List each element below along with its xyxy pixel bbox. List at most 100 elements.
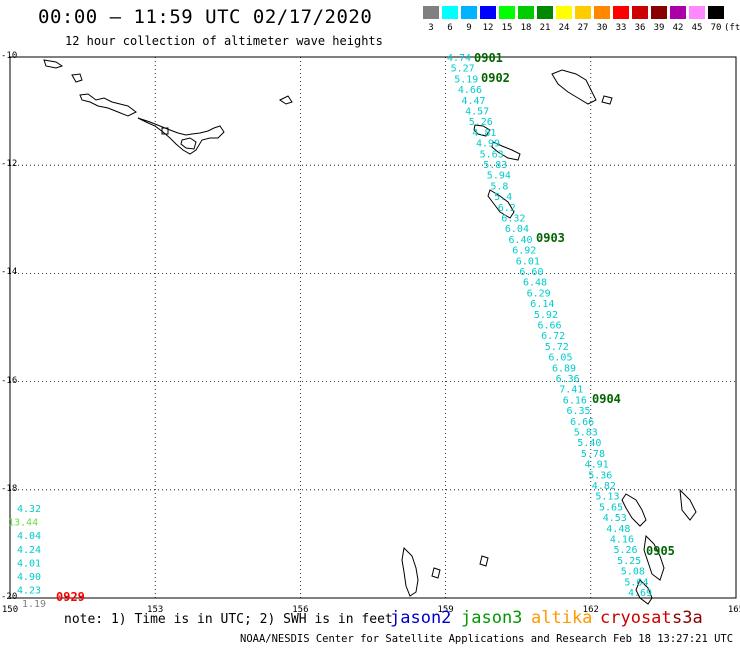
coastline-vanuatu-1 — [621, 493, 647, 527]
lat-label: -12 — [1, 159, 18, 170]
track-value: 6.04 — [505, 224, 529, 235]
pass-time-label: 0904 — [592, 392, 621, 406]
track-value: 5.83 — [483, 160, 507, 171]
track-value: 6.14 — [530, 299, 554, 310]
lon-label: 159 — [437, 605, 454, 615]
pass-time-label: 0902 — [481, 71, 510, 85]
legend-label-36: 36 — [634, 23, 646, 33]
legend-swatch-24 — [556, 6, 572, 19]
legend-swatch-36 — [632, 6, 648, 19]
legend-swatch-33 — [613, 6, 629, 19]
legend-unit: (ft) — [724, 23, 740, 33]
coastline-vanuatu-3 — [635, 579, 653, 605]
track-value: 5.83 — [574, 428, 598, 439]
footer-credit: NOAA/NESDIS Center for Satellite Applica… — [240, 633, 740, 645]
legend-swatch-70 — [708, 6, 724, 19]
track-value: 6.40 — [509, 235, 533, 246]
legend-label-15: 15 — [501, 23, 513, 33]
track-value: 4.47 — [462, 96, 486, 107]
legend-swatch-27 — [575, 6, 591, 19]
track-value: 6.48 — [523, 278, 547, 289]
coastline-islet-f — [601, 95, 613, 105]
legend-label-3: 3 — [428, 23, 434, 33]
track-value: 5.26 — [614, 545, 638, 556]
legend-swatch-18 — [518, 6, 534, 19]
coastline-new-britain — [137, 117, 225, 155]
coastline-bougainville — [473, 124, 491, 137]
track-value: 5.26 — [469, 117, 493, 128]
track-value: 5.8 — [490, 181, 508, 192]
legend-swatch-15 — [499, 6, 515, 19]
legend-label-18: 18 — [520, 23, 532, 33]
lon-label: 156 — [292, 605, 309, 615]
legend-label-33: 33 — [615, 23, 627, 33]
track-value: 4.57 — [465, 107, 489, 118]
track-value: 6.66 — [570, 417, 594, 428]
legend-swatch-21 — [537, 6, 553, 19]
track-value: 6.16 — [563, 395, 587, 406]
legend-label-45: 45 — [691, 23, 703, 33]
legend-swatch-39 — [651, 6, 667, 19]
left-track-value: 4.90 — [17, 572, 41, 583]
track-value: 5.4 — [494, 192, 512, 203]
track-value: 5.19 — [454, 74, 478, 85]
lat-label: -20 — [1, 592, 18, 602]
track-value: 6.2 — [498, 203, 516, 214]
coastline-islet-g — [479, 555, 489, 567]
track-value: 4.53 — [603, 513, 627, 524]
coastline-solomons-1 — [491, 141, 521, 161]
track-value: 5.92 — [534, 310, 558, 321]
coastline-east-edge — [679, 488, 697, 521]
legend-swatch-6 — [442, 6, 458, 19]
track-value: 4.82 — [592, 481, 616, 492]
track-value: 5.94 — [487, 171, 511, 182]
left-edge-track: 4.32 13.44 4.04 4.24 4.01 4.90 4.23 1.19 — [8, 504, 46, 610]
track-value: 5.13 — [595, 492, 619, 503]
left-track-value: 4.01 — [17, 558, 41, 569]
legend-label-24: 24 — [558, 23, 570, 33]
track-value: 5.72 — [545, 342, 569, 353]
track-value: 6.92 — [512, 246, 536, 257]
track-value: 6.36 — [556, 374, 580, 385]
map-frame — [9, 56, 737, 599]
track-value: 6.60 — [519, 267, 543, 278]
lat-label: -16 — [1, 375, 18, 386]
left-track-value: 13.44 — [8, 518, 38, 529]
legend-label-21: 21 — [539, 23, 551, 33]
left-track-value: 4.04 — [17, 531, 41, 542]
pass-time-label: 0903 — [536, 231, 565, 245]
pass-time-labels: 0901 0902 0903 0904 0905 0929 — [56, 51, 675, 604]
satellite-jason3: jason3 — [461, 608, 523, 628]
legend-swatch-3 — [423, 6, 439, 19]
track-value: 5.78 — [581, 449, 605, 460]
track-value: 4.66 — [458, 85, 482, 96]
satellite-s3a: s3a — [672, 608, 703, 628]
coastline-new-caledonia — [401, 546, 419, 597]
legend-label-39: 39 — [653, 23, 665, 33]
page-subtitle: 12 hour collection of altimeter wave hei… — [65, 34, 383, 48]
track-value: 6.29 — [527, 288, 551, 299]
coastline-vanuatu-2 — [643, 534, 665, 581]
track-value: 5.65 — [599, 502, 623, 513]
coastline-new-guinea-tip — [79, 93, 137, 117]
map-grid — [9, 56, 737, 599]
coastline-islet-e — [279, 95, 293, 105]
lon-label: 165 — [727, 605, 740, 615]
legend-swatch-9 — [461, 6, 477, 19]
satellite-cryosat: cryosat — [600, 608, 672, 628]
track-value: 5.40 — [577, 438, 601, 449]
altimeter-track: 4.745.275.194.664.474.575.264.814.995.63… — [447, 53, 652, 599]
track-value: 4.99 — [476, 139, 500, 150]
track-value: 5.36 — [588, 470, 612, 481]
satellite-altika: altika — [531, 608, 593, 628]
track-value: 4.48 — [606, 524, 630, 535]
coastline-solomons-2 — [487, 189, 515, 219]
legend-label-6: 6 — [447, 23, 453, 33]
pass-time-label: 0929 — [56, 590, 85, 604]
left-track-value: 4.32 — [17, 504, 41, 515]
legend-swatch-45 — [689, 6, 705, 19]
satellite-jason2: jason2 — [390, 608, 452, 628]
lon-label: 153 — [147, 605, 164, 615]
left-track-value: 4.24 — [17, 545, 41, 556]
